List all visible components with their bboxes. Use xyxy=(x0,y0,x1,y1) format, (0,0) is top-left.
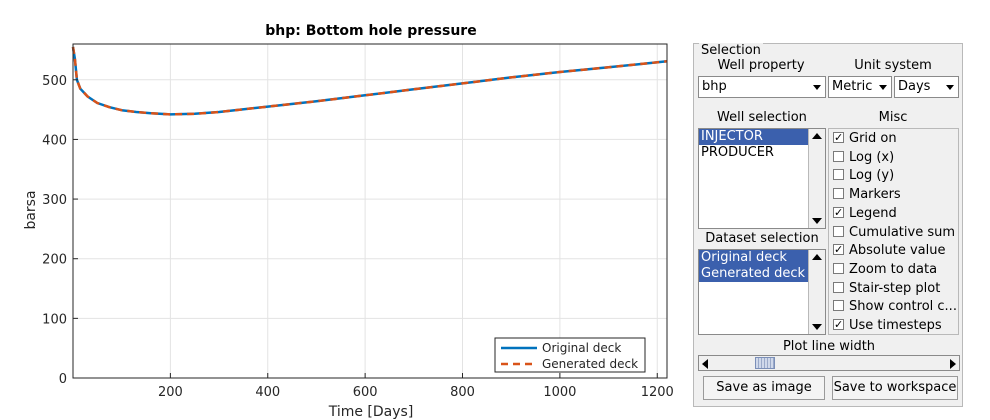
chart: 200 400 600 800 1000 1200 0 100 200 300 400 500 bhp… xyxy=(23,23,674,420)
dataset-list-scrollbar[interactable] xyxy=(808,250,825,334)
legend-label: Original deck xyxy=(542,341,621,355)
checkbox-label: Zoom to data xyxy=(849,261,938,277)
plot-area xyxy=(73,44,667,378)
x-tick-label: 600 xyxy=(353,385,378,400)
chevron-down-icon xyxy=(813,85,821,90)
arrow-left-icon[interactable] xyxy=(702,359,708,369)
legend: Original deck Generated deck xyxy=(494,337,646,373)
chart-title: bhp: Bottom hole pressure xyxy=(265,23,476,39)
y-tick-label: 0 xyxy=(59,372,67,387)
x-tick-label: 1200 xyxy=(641,385,674,400)
scroll-up-icon[interactable] xyxy=(812,133,822,139)
x-tick-label: 1000 xyxy=(543,385,576,400)
checkbox-label: Use timesteps xyxy=(849,318,942,333)
chevron-down-icon xyxy=(946,85,954,90)
well-property-label: Well property xyxy=(717,58,805,73)
y-axis-label: barsa xyxy=(23,190,39,229)
y-tick-label: 500 xyxy=(42,74,67,89)
dataset-selection-label: Dataset selection xyxy=(705,231,819,246)
time-unit-select[interactable]: Days xyxy=(894,76,959,98)
series-line-1 xyxy=(71,46,668,116)
checkbox-label: Cumulative sum xyxy=(849,224,956,240)
checkbox[interactable] xyxy=(833,262,844,274)
y-tick-label: 200 xyxy=(42,253,67,268)
misc-option[interactable]: Use timesteps xyxy=(833,316,942,335)
unit-system-label: Unit system xyxy=(854,58,932,73)
dataset-selection-list[interactable]: Original deck Generated deck xyxy=(698,249,826,335)
line-width-slider[interactable] xyxy=(698,355,960,371)
checkbox[interactable] xyxy=(833,204,844,222)
dataset-list-item[interactable]: Original deck xyxy=(699,250,808,266)
x-axis-label: Time [Days] xyxy=(328,404,414,420)
misc-option[interactable]: Show control c... xyxy=(833,298,957,316)
scroll-down-icon[interactable] xyxy=(812,218,822,224)
checkbox[interactable] xyxy=(833,316,844,334)
selection-panel: Selection Well property bhp Unit system … xyxy=(693,43,963,407)
line-width-label: Plot line width xyxy=(782,339,876,354)
checkbox-label: Log (y) xyxy=(849,168,895,184)
checkbox-label: Grid on xyxy=(849,131,897,146)
unit-system-select[interactable]: Metric xyxy=(828,76,892,98)
slider-thumb[interactable] xyxy=(755,357,775,369)
misc-option[interactable]: Log (y) xyxy=(833,167,894,185)
misc-option[interactable]: Absolute value xyxy=(833,241,946,260)
scroll-up-icon[interactable] xyxy=(812,254,822,260)
misc-option[interactable]: Cumulative sum xyxy=(833,224,955,242)
checkbox-label: Stair-step plot xyxy=(849,280,941,296)
misc-option[interactable]: Stair-step plot xyxy=(833,280,940,298)
arrow-right-icon[interactable] xyxy=(950,359,956,369)
checkbox[interactable] xyxy=(833,129,844,147)
legend-box xyxy=(494,337,646,373)
well-property-value: bhp xyxy=(702,79,727,94)
checkbox-label: Absolute value xyxy=(849,243,946,259)
x-tick-label: 400 xyxy=(255,385,280,400)
misc-option[interactable]: Markers xyxy=(833,186,901,204)
legend-label: Generated deck xyxy=(542,357,638,371)
time-unit-value: Days xyxy=(898,79,931,94)
well-selection-list[interactable]: INJECTOR PRODUCER xyxy=(698,128,826,229)
y-tick-label: 100 xyxy=(42,312,67,327)
checkbox[interactable] xyxy=(833,281,844,293)
well-property-select[interactable]: bhp xyxy=(698,76,826,98)
checkbox-label: Markers xyxy=(849,187,901,203)
save-workspace-button[interactable]: Save to workspace xyxy=(832,376,958,400)
well-selection-label: Well selection xyxy=(717,110,807,125)
checkbox[interactable] xyxy=(833,169,844,181)
chevron-down-icon xyxy=(879,85,887,90)
panel-title: Selection xyxy=(699,43,763,58)
checkbox[interactable] xyxy=(833,225,844,237)
plot-box xyxy=(72,43,668,379)
checkbox[interactable] xyxy=(833,188,844,200)
y-tick-label: 400 xyxy=(42,133,67,148)
checkbox-label: Log (x) xyxy=(849,149,895,165)
unit-system-value: Metric xyxy=(832,79,873,94)
checkbox-label: Show control c... xyxy=(849,299,957,315)
misc-option[interactable]: Grid on xyxy=(833,129,897,148)
well-list-scrollbar[interactable] xyxy=(808,129,825,228)
ticks: 200 400 600 800 1000 1200 0 100 200 300 400 500 xyxy=(42,74,674,400)
misc-options: Grid on Log (x) Log (y) Markers Legend Cumula… xyxy=(828,128,959,335)
misc-option[interactable]: Log (x) xyxy=(833,149,894,167)
checkbox[interactable] xyxy=(833,300,844,312)
misc-option[interactable]: Legend xyxy=(833,204,897,223)
dataset-list-item[interactable]: Generated deck xyxy=(699,266,808,282)
checkbox-label: Legend xyxy=(849,205,897,221)
y-tick-label: 300 xyxy=(42,193,67,208)
well-list-item[interactable]: PRODUCER xyxy=(701,145,774,160)
x-tick-label: 800 xyxy=(450,385,475,400)
save-image-button[interactable]: Save as image xyxy=(703,376,825,400)
well-list-item[interactable]: INJECTOR xyxy=(699,129,808,145)
series-layer xyxy=(71,46,668,116)
checkbox[interactable] xyxy=(833,150,844,162)
x-tick-label: 200 xyxy=(158,385,183,400)
scroll-down-icon[interactable] xyxy=(812,324,822,330)
checkbox[interactable] xyxy=(833,241,844,259)
misc-label: Misc xyxy=(878,110,908,125)
misc-option[interactable]: Zoom to data xyxy=(833,261,937,279)
